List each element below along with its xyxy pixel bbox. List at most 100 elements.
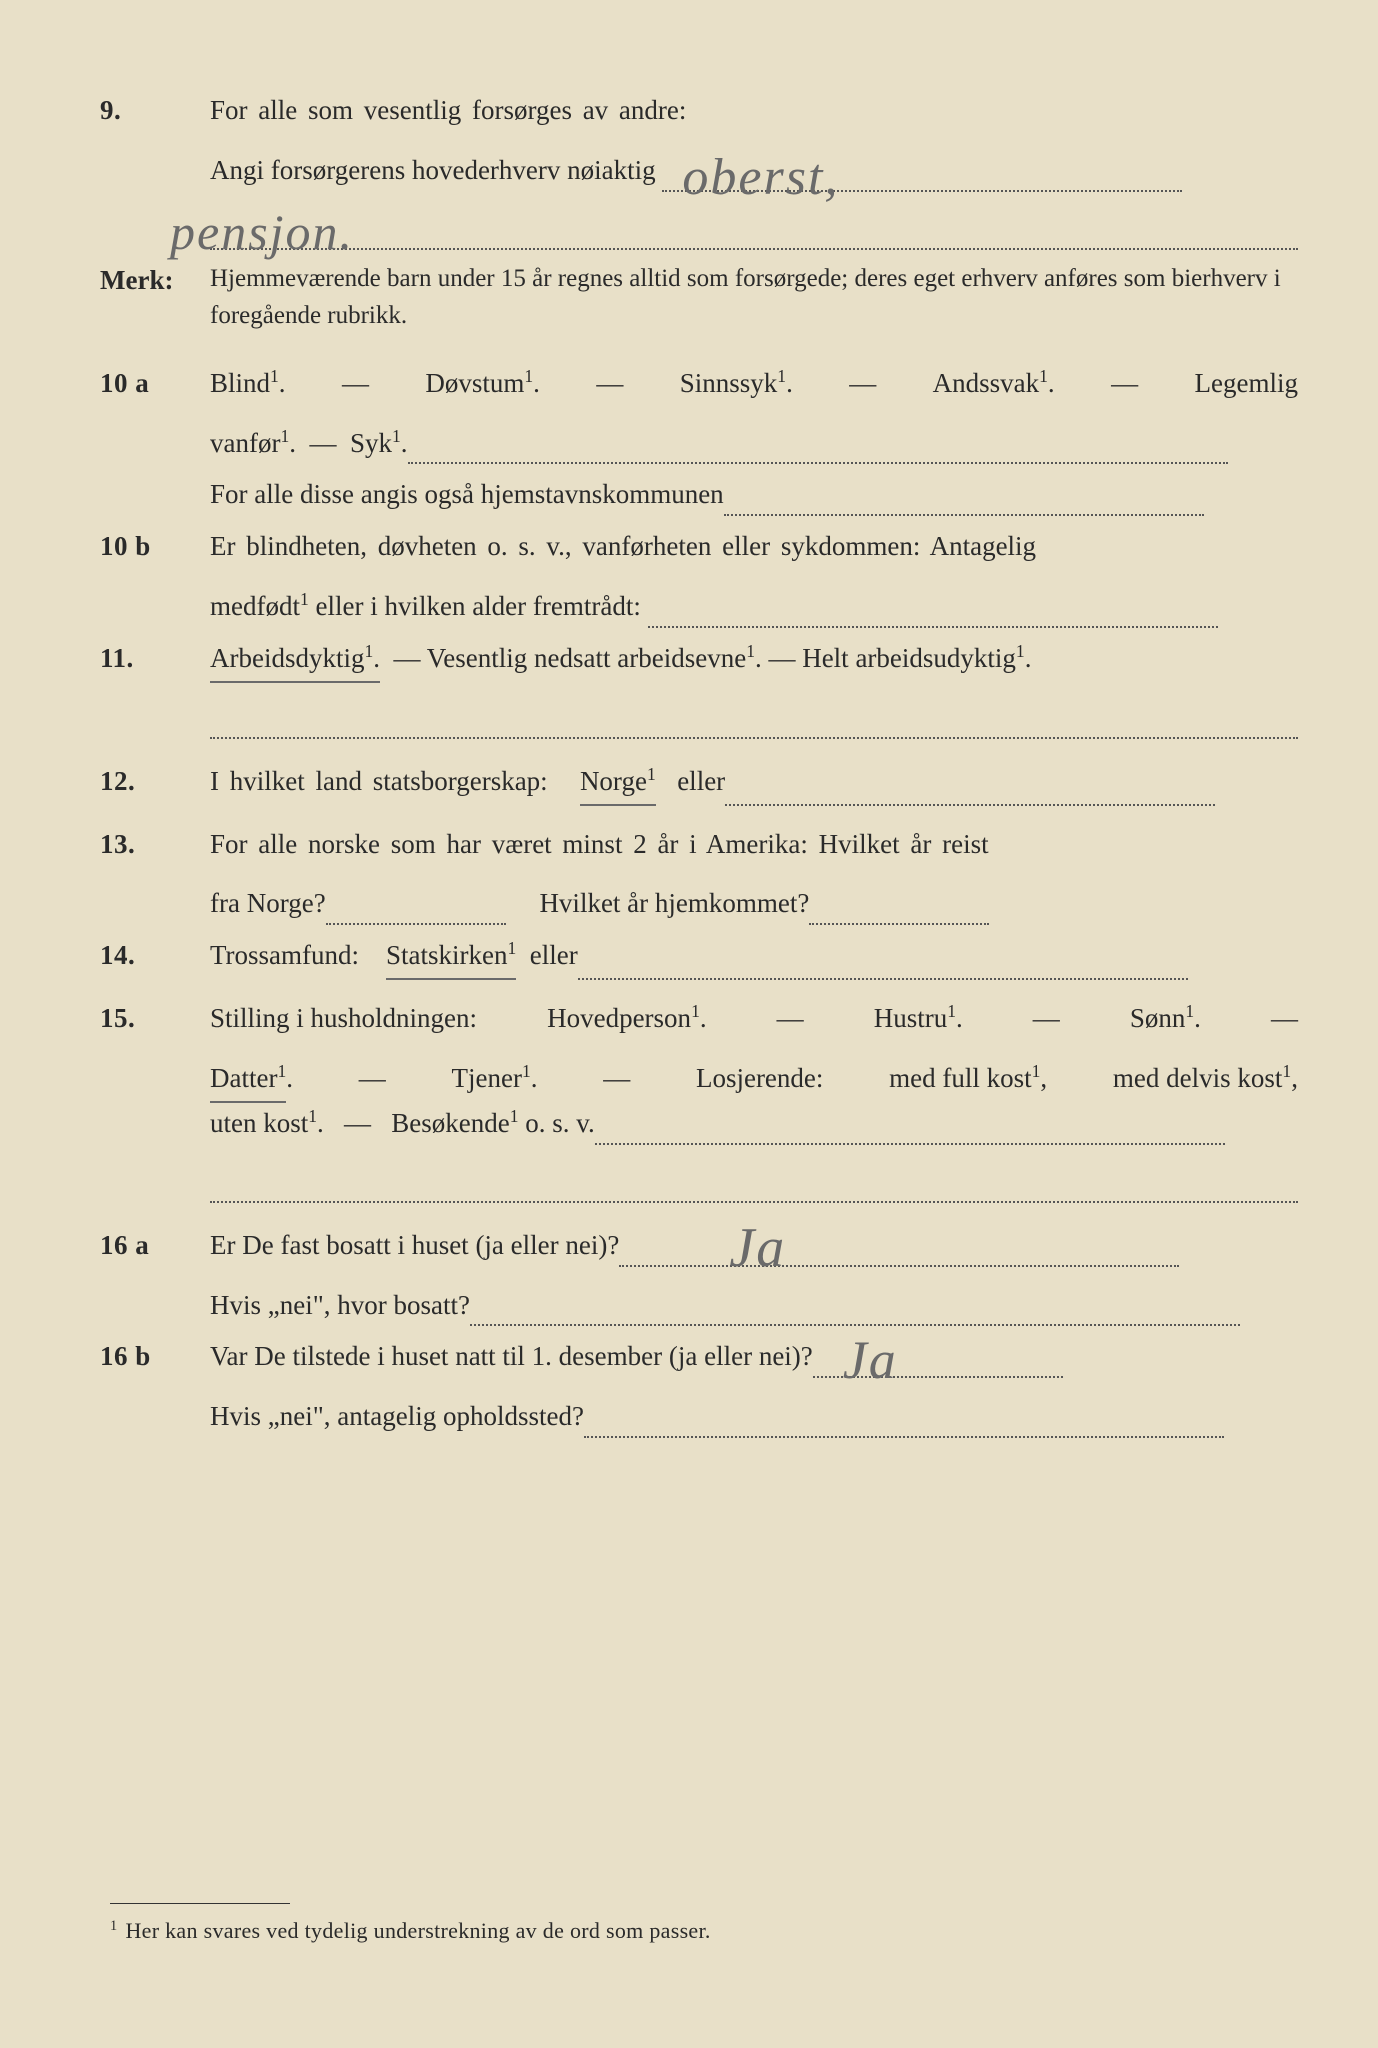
q10a-hjemstavn-label: For alle disse angis også hjemstavnskomm… [210, 479, 724, 509]
question-10b: 10 b Er blindheten, døvheten o. s. v., v… [100, 526, 1298, 568]
q10a-opt-legemlig: Legemlig [1195, 368, 1298, 398]
q12-number: 12. [100, 761, 210, 803]
q16b-body: Var De tilstede i huset natt til 1. dese… [210, 1336, 1298, 1378]
q10b-number: 10 b [100, 526, 210, 568]
question-13: 13. For alle norske som har været minst … [100, 824, 1298, 866]
q15-opt-utenkost[interactable]: uten kost [210, 1108, 308, 1138]
q14-label: Trossamfund: [210, 940, 359, 970]
q9-number: 9. [100, 90, 210, 132]
q12-answer[interactable] [725, 774, 1215, 806]
q14-answer[interactable] [578, 948, 1188, 980]
question-10a: 10 a Blind1. — Døvstum1. — Sinnssyk1. — … [100, 363, 1298, 405]
q15-opt-tjener[interactable]: Tjener [451, 1063, 521, 1093]
q15-osv: o. s. v. [525, 1108, 595, 1138]
q16a-text2: Hvis „nei", hvor bosatt? [210, 1290, 470, 1320]
q15-opt-fullkost[interactable]: med full kost [889, 1063, 1032, 1093]
q13-line2: fra Norge? Hvilket år hjemkommet? [210, 883, 1298, 925]
q15-line2: Datter1. — Tjener1. — Losjerende: med fu… [210, 1058, 1298, 1103]
q16b-line2: Hvis „nei", antagelig opholdssted? [210, 1396, 1298, 1438]
q13-fra-norge: fra Norge? [210, 888, 326, 918]
q16b-answer[interactable]: Ja [813, 1347, 1063, 1379]
q15-opt-delviskost[interactable]: med delvis kost [1113, 1063, 1283, 1093]
q15-answer-2[interactable] [210, 1165, 1298, 1203]
q11-opt-udyktig[interactable]: Helt arbeidsudyktig [802, 643, 1016, 673]
footnote-area: 1 Her kan svares ved tydelig understrekni… [110, 1903, 1298, 1948]
q15-losjerende: Losjerende: [696, 1058, 823, 1103]
q9-answer-2[interactable]: pensjon. [210, 212, 1298, 250]
question-9: 9. For alle som vesentlig forsørges av a… [100, 90, 1298, 132]
q14-number: 14. [100, 935, 210, 977]
q10a-opt-blind[interactable]: Blind [210, 368, 270, 398]
q16b-text1: Var De tilstede i huset natt til 1. dese… [210, 1341, 813, 1371]
question-16b: 16 b Var De tilstede i huset natt til 1.… [100, 1336, 1298, 1378]
q13-answer-year-left[interactable] [326, 894, 506, 926]
q11-answer[interactable] [210, 701, 1298, 739]
q16a-hand: Ja [729, 1205, 786, 1292]
question-12: 12. I hvilket land statsborgerskap: Norg… [100, 761, 1298, 806]
q10a-number: 10 a [100, 363, 210, 405]
footnote-num: 1 [110, 1918, 117, 1934]
q15-opt-hovedperson[interactable]: Hovedperson [547, 1003, 691, 1033]
q11-number: 11. [100, 638, 210, 680]
q10b-text2b: eller i hvilken alder fremtrådt: [309, 591, 641, 621]
q15-opt-besokende[interactable]: Besøkende [391, 1108, 509, 1138]
q10a-opt-syk[interactable]: Syk [350, 428, 392, 458]
q15-body: Stilling i husholdningen: Hovedperson1. … [210, 998, 1298, 1040]
q13-number: 13. [100, 824, 210, 866]
q13-answer-year-home[interactable] [809, 894, 989, 926]
q10a-opt-dovstum[interactable]: Døvstum [425, 368, 524, 398]
footnote-rule [110, 1903, 290, 1904]
q10a-opt-vanfor[interactable]: vanfør [210, 428, 280, 458]
q10a-opt-sinnssyk[interactable]: Sinnssyk [680, 368, 778, 398]
q11-opt-arbeidsdyktig[interactable]: Arbeidsdyktig1. [210, 638, 380, 683]
q15-opt-hustru[interactable]: Hustru [874, 1003, 948, 1033]
census-form-page: 9. For alle som vesentlig forsørges av a… [0, 0, 1378, 2048]
q15-number: 15. [100, 998, 210, 1040]
q10b-medfodt[interactable]: medfødt [210, 591, 300, 621]
q16b-answer-2[interactable] [584, 1406, 1224, 1438]
q10a-answer[interactable] [408, 433, 1228, 465]
q10a-hjemstavn-answer[interactable] [724, 485, 1204, 517]
q12-body: I hvilket land statsborgerskap: Norge1 e… [210, 761, 1298, 806]
q9-title: For alle som vesentlig forsørges av andr… [210, 90, 1298, 132]
question-11: 11. Arbeidsdyktig1. — Vesentlig nedsatt … [100, 638, 1298, 683]
q15-label: Stilling i husholdningen: [210, 998, 477, 1040]
q16a-answer[interactable]: Ja [619, 1235, 1179, 1267]
q12-eller: eller [677, 766, 725, 796]
q9-line1: Angi forsørgerens hovederhverv nøiaktig … [210, 150, 1298, 192]
q12-label: I hvilket land statsborgerskap: [210, 766, 548, 796]
q10a-body: Blind1. — Døvstum1. — Sinnssyk1. — Andss… [210, 363, 1298, 405]
q16a-body: Er De fast bosatt i huset (ja eller nei)… [210, 1225, 1298, 1267]
q9-line1-label: Angi forsørgerens hovederhverv nøiaktig [210, 155, 656, 185]
q11-opt-nedsatt[interactable]: Vesentlig nedsatt arbeidsevne [427, 643, 746, 673]
q14-body: Trossamfund: Statskirken1 eller [210, 935, 1298, 980]
q14-opt-statskirken[interactable]: Statskirken1 [386, 935, 516, 980]
q10b-line2: medfødt1 eller i hvilken alder fremtrådt… [210, 586, 1298, 628]
q16a-number: 16 a [100, 1225, 210, 1267]
question-15: 15. Stilling i husholdningen: Hovedperso… [100, 998, 1298, 1040]
q12-opt-norge[interactable]: Norge1 [580, 761, 656, 806]
footnote-text: Her kan svares ved tydelig understreknin… [125, 1918, 710, 1943]
q15-opt-datter[interactable]: Datter1 [210, 1058, 286, 1103]
q15-opt-sonn[interactable]: Sønn [1130, 1003, 1186, 1033]
question-16a: 16 a Er De fast bosatt i huset (ja eller… [100, 1225, 1298, 1267]
question-14: 14. Trossamfund: Statskirken1 eller [100, 935, 1298, 980]
q16a-text1: Er De fast bosatt i huset (ja eller nei)… [210, 1230, 619, 1260]
q16b-number: 16 b [100, 1336, 210, 1378]
merk-text: Hjemmeværende barn under 15 år regnes al… [210, 260, 1298, 335]
q16b-text2: Hvis „nei", antagelig opholdssted? [210, 1401, 584, 1431]
q9-hand2: pensjon. [170, 194, 354, 272]
q16b-hand: Ja [843, 1319, 898, 1403]
q11-body: Arbeidsdyktig1. — Vesentlig nedsatt arbe… [210, 638, 1298, 683]
q10a-opt-andssvak[interactable]: Andssvak [933, 368, 1040, 398]
q10a-line3: For alle disse angis også hjemstavnskomm… [210, 474, 1298, 516]
q10a-line2: vanfør1. — Syk1. [210, 423, 1298, 465]
q9-hand1: oberst, [682, 138, 839, 219]
q13-hjemkommet: Hvilket år hjemkommet? [539, 888, 809, 918]
q15-answer[interactable] [595, 1113, 1225, 1145]
q9-answer-1[interactable]: oberst, [662, 160, 1182, 192]
q10b-answer[interactable] [648, 596, 1218, 628]
footnote: 1 Her kan svares ved tydelig understrekni… [110, 1914, 1298, 1948]
q14-eller: eller [530, 940, 578, 970]
q13-text1: For alle norske som har været minst 2 år… [210, 824, 1298, 866]
